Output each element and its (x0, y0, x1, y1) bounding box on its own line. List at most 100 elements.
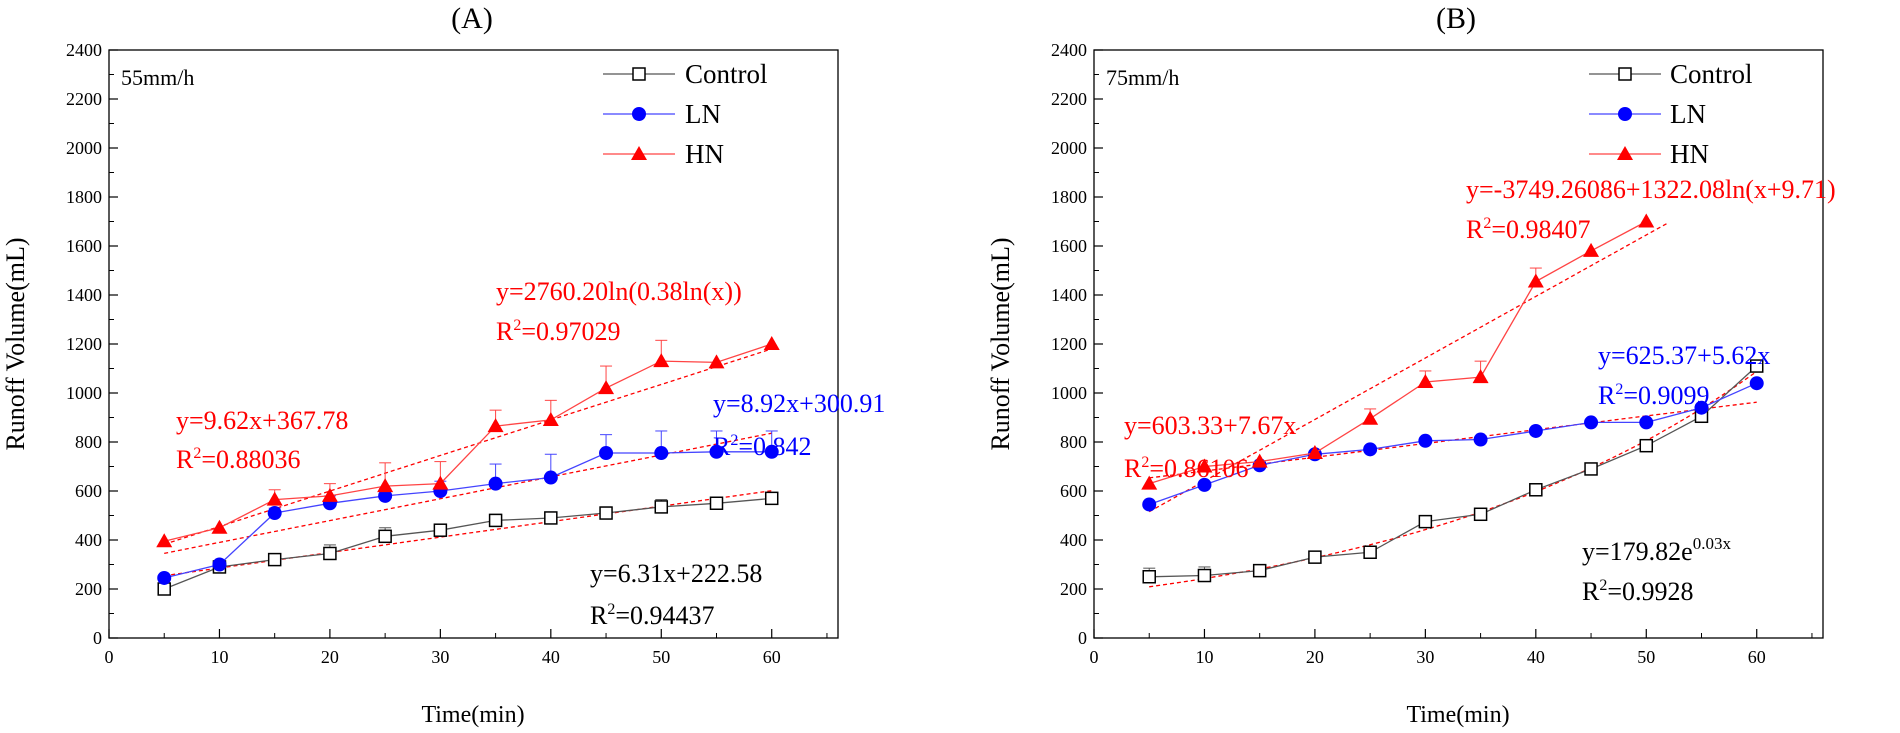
panel-b-ln-r2: R2=0.9099 (1598, 381, 1710, 410)
panel-b-legend-control-label: Control (1670, 59, 1753, 89)
panel-b-hn-linear-r2: R2=0.86106 (1124, 454, 1249, 483)
panel-b-control-point (1363, 545, 1377, 559)
panel-b-y-tick-label: 1400 (1051, 285, 1087, 305)
panel-a-control-point (488, 513, 503, 528)
panel-b-hn-point (1362, 410, 1379, 425)
panel-a-y-tick-label: 1000 (66, 383, 102, 403)
panel-a-ln-point (267, 506, 282, 521)
panel-a-hn-linear-equation: y=9.62x+367.78 (176, 406, 348, 435)
panel-b-legend-ln-label: LN (1670, 99, 1706, 129)
panel-a-control-point (764, 491, 779, 506)
panel-b-ln-point (1142, 497, 1157, 512)
panel-b-hn-line (1149, 220, 1647, 485)
panel-b-y-tick-label: 1200 (1051, 334, 1087, 354)
panel-b-control-line (1149, 365, 1758, 578)
panel-b-legend-control-marker (1618, 67, 1632, 81)
panel-b-y-axis-label: Runoff Volume(mL) (986, 237, 1015, 450)
panel-a-control-point (654, 500, 669, 514)
panel-b-y-tick-label: 2000 (1051, 138, 1087, 158)
panel-a-ln-equation: y=8.92x+300.91 (713, 389, 885, 418)
panel-b-ln-point (1473, 432, 1488, 447)
panel-a-x-tick-label: 10 (210, 647, 228, 667)
panel-b-control-point (1252, 563, 1267, 578)
panel-b-y-tick-label: 1600 (1051, 236, 1087, 256)
panel-a-axes: 0200400600800100012001400160018002000220… (66, 40, 828, 667)
panel-b-x-tick-label: 30 (1416, 647, 1434, 667)
panel-a-legend-control-marker (632, 67, 646, 81)
panel-b-y-tick-label: 2200 (1051, 89, 1087, 109)
panel-a-legend-ln-marker (632, 107, 646, 121)
panel-a-hn-log-r2: R2=0.97029 (496, 317, 621, 346)
panel-b-x-tick-label: 20 (1306, 647, 1324, 667)
panel-a-hn-log-equation: y=2760.20ln(0.38ln(x)) (496, 277, 742, 306)
panel-a-ln-point (543, 470, 558, 485)
panel-a-y-tick-label: 0 (93, 628, 102, 648)
panel-a-y-tick-label: 1600 (66, 236, 102, 256)
panel-a-y-tick-label: 1400 (66, 285, 102, 305)
panel-b-hn-point (1638, 213, 1655, 228)
panel-a-y-tick-label: 2000 (66, 138, 102, 158)
panel-a-hn-point (211, 519, 228, 534)
panel-b-x-tick-label: 60 (1748, 647, 1766, 667)
panel-b-ln-equation: y=625.37+5.62x (1598, 341, 1770, 370)
panel-a-y-tick-label: 600 (75, 481, 102, 501)
panel-a-ln-point (764, 444, 779, 459)
panel-b-hn-point (1417, 373, 1434, 388)
panel-a-hn-point (598, 380, 615, 395)
panel-a-ln-r2: R2=0.842 (713, 432, 812, 461)
panel-a-ln-point (378, 488, 393, 503)
panel-b-ln-point (1694, 400, 1709, 415)
panel-a-ln-point (709, 444, 724, 459)
panel-b-hn-point (1527, 273, 1544, 288)
panel-b-control-point (1308, 550, 1322, 564)
panel-b-y-tick-label: 0 (1078, 628, 1087, 648)
panel-a-plot-frame (108, 49, 839, 639)
panel-b-series (1141, 213, 1764, 584)
panel-b-hn-point (1583, 242, 1600, 257)
panel-b-control-point (1473, 507, 1488, 522)
panel-a-control-point (323, 546, 337, 561)
panel-a-hn-point (653, 353, 670, 368)
panel-b-control-point (1142, 570, 1156, 584)
panel-b-legend-hn-marker (1617, 146, 1633, 160)
panel-a-x-tick-label: 0 (105, 647, 114, 667)
panel-b-x-tick-label: 10 (1195, 647, 1213, 667)
panel-a-legend-ln-label: LN (685, 99, 721, 129)
panel-a-x-tick-label: 20 (321, 647, 339, 667)
panel-b-ln-point (1197, 477, 1212, 492)
panel-a-legend-hn-label: HN (685, 139, 724, 169)
panel-a-control-line (163, 497, 772, 590)
panel-a-fit-lines (164, 348, 772, 577)
panel-b-legend: Control LN HN (1589, 59, 1753, 169)
panel-b-y-tick-label: 400 (1060, 530, 1087, 550)
panel-a-x-tick-label: 30 (431, 647, 449, 667)
panel-a-y-tick-label: 2400 (66, 40, 102, 60)
panel-a-ln-point (157, 570, 172, 585)
panel-a-x-tick-label: 50 (652, 647, 670, 667)
panel-a-hn-point (266, 491, 283, 506)
panel-a-hn-point (432, 475, 449, 490)
panel-b-y-tick-label: 200 (1060, 579, 1087, 599)
panel-b-control-point (1584, 462, 1598, 476)
panel-a-control-point (709, 496, 724, 510)
panel-a-condition-label: 55mm/h (121, 65, 194, 90)
panel-b-y-tick-label: 1000 (1051, 383, 1087, 403)
panel-b-control-point (1529, 483, 1543, 497)
panel-a-hn-point (377, 478, 394, 493)
panel-a-control-fit-line (164, 490, 772, 577)
panel-b-hn-log-equation: y=-3749.26086+1322.08ln(x+9.71) (1466, 175, 1836, 204)
panel-a-y-tick-label: 400 (75, 530, 102, 550)
panel-a-control-point (544, 511, 558, 525)
panel-b-x-tick-label: 0 (1090, 647, 1099, 667)
panel-a-x-tick-label: 40 (542, 647, 560, 667)
panel-a-hn-point (156, 533, 173, 548)
panel-a-control-r2: R2=0.94437 (590, 601, 715, 630)
panel-a-y-tick-label: 800 (75, 432, 102, 452)
panel-b-hn-point (1251, 453, 1268, 468)
panel-a-ln-line (164, 451, 772, 579)
panel-a-y-tick-label: 2200 (66, 89, 102, 109)
panel-a-ln-fit-line (164, 432, 772, 555)
panel-a-hn-fit-line (164, 348, 772, 545)
panel-b-ln-point (1363, 442, 1378, 457)
